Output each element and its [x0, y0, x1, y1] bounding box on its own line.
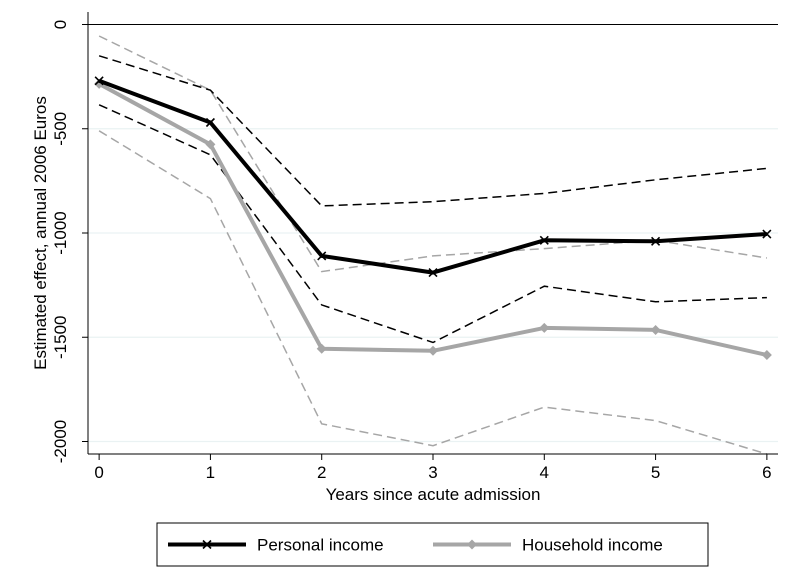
legend-item-household-income: Household income [433, 536, 663, 555]
x-tick-label: 6 [762, 463, 771, 482]
personal-income-point [539, 235, 549, 245]
legend: Personal income Household income [156, 522, 709, 567]
x-axis-ticks: 0 1 2 3 4 5 6 [94, 454, 772, 482]
personal-income-ci-upper-line [98, 55, 767, 207]
x-tick-label: 0 [94, 463, 103, 482]
x-tick-label: 1 [206, 463, 215, 482]
personal-income-point [651, 236, 661, 246]
y-tick-label: -1500 [51, 316, 70, 359]
household-income-point [428, 345, 438, 356]
y-tick-label: -1000 [51, 211, 70, 254]
x-axis-title: Years since acute admission [326, 485, 541, 504]
x-tick-label: 3 [428, 463, 437, 482]
personal-income-point [762, 229, 772, 239]
household-income-point [205, 139, 216, 150]
legend-marker [202, 539, 212, 550]
legend-label: Household income [522, 536, 663, 555]
household-income-point [539, 322, 550, 333]
legend-items: Personal income Household income [168, 536, 663, 555]
personal-income-point [205, 117, 215, 128]
personal-income-point [428, 268, 438, 278]
y-tick-label: -2000 [51, 420, 70, 463]
y-axis-ticks: 0 -500 -1000 -1500 -2000 [51, 20, 88, 463]
y-axis-title: Estimated effect, annual 2006 Euros [31, 96, 50, 370]
personal-income-ci-lower-line [98, 104, 767, 344]
x-tick-label: 4 [540, 463, 549, 482]
household-income-point [761, 349, 772, 360]
legend-box [156, 522, 709, 567]
household-income-ci-lower-line [98, 130, 768, 455]
legend-marker [467, 539, 477, 550]
x-tick-label: 2 [317, 463, 326, 482]
x-tick-label: 5 [651, 463, 660, 482]
series-layer [94, 35, 772, 455]
legend-label: Personal income [257, 536, 384, 555]
personal-income-point [94, 76, 104, 86]
gridlines [88, 24, 778, 443]
legend-item-personal-income: Personal income [168, 536, 384, 555]
y-tick-label: -500 [51, 112, 70, 146]
y-tick-label: 0 [51, 20, 70, 29]
household-income-point [316, 343, 327, 354]
household-income-point [650, 324, 661, 335]
personal-income-point [317, 251, 327, 261]
